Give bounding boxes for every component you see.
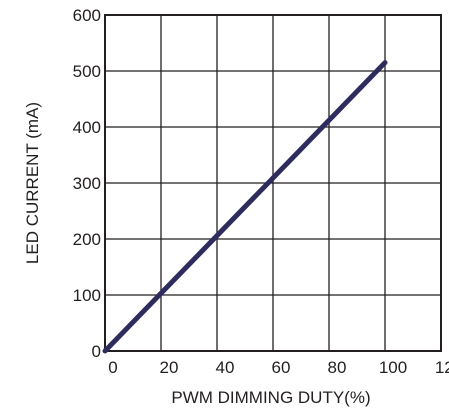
y-tick-label: 600 (73, 6, 101, 25)
y-tick-label: 500 (73, 62, 101, 81)
plot-frame (104, 14, 442, 352)
x-tick-label: 80 (328, 358, 347, 377)
x-tick-label: 40 (216, 358, 235, 377)
x-axis-title: PWM DIMMING DUTY(%) (171, 388, 370, 407)
x-tick-label: 0 (108, 358, 117, 377)
y-tick-label: 200 (73, 230, 101, 249)
y-tick-label: 400 (73, 118, 101, 137)
y-tick-label: 0 (92, 342, 101, 361)
x-tick-label: 100 (379, 358, 407, 377)
y-axis-title: LED CURRENT (mA) (23, 102, 42, 264)
x-tick-label: 20 (160, 358, 179, 377)
series-line (102, 60, 388, 354)
x-axis-ticks: 0 20 40 60 80 100 120 (108, 358, 449, 377)
y-axis-ticks: 0 100 200 300 400 500 600 (73, 6, 101, 361)
series-group (102, 60, 388, 354)
y-tick-label: 300 (73, 174, 101, 193)
x-tick-label: 120 (435, 358, 449, 377)
x-tick-label: 60 (272, 358, 291, 377)
y-tick-label: 100 (73, 286, 101, 305)
